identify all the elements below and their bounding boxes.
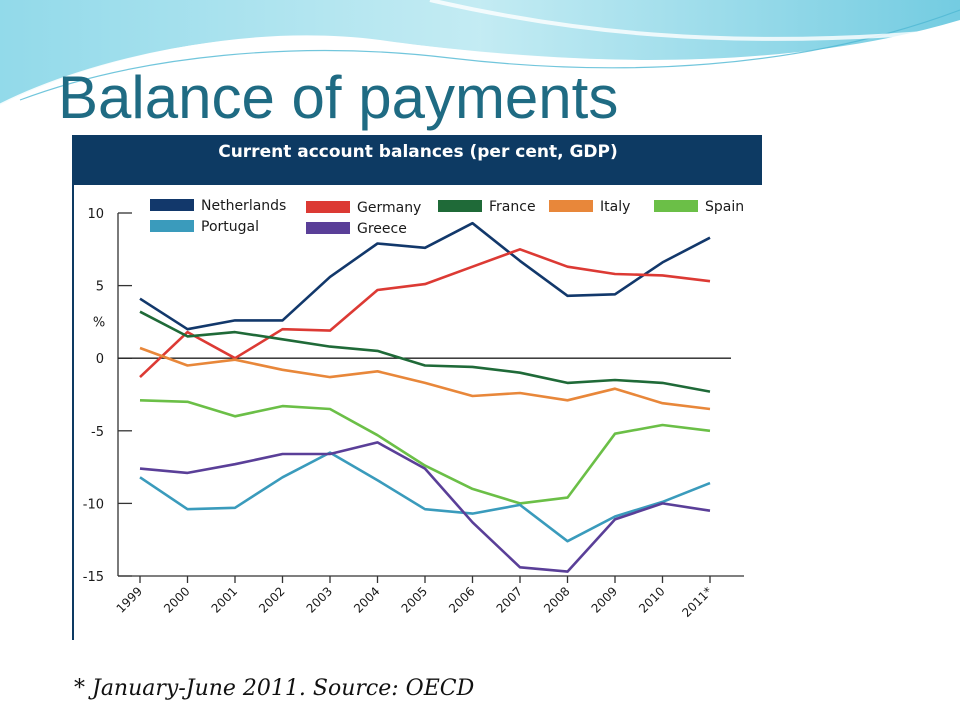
legend-label: Netherlands xyxy=(201,198,286,214)
chart-frame: Current account balances (per cent, GDP)… xyxy=(72,135,762,640)
x-tick-label: 2004 xyxy=(351,584,382,615)
x-tick-label: 2005 xyxy=(399,584,430,615)
series-line-france xyxy=(139,310,711,393)
x-tick-label: 2007 xyxy=(494,584,525,615)
x-tick-label: 2002 xyxy=(256,584,287,615)
x-tick-label: 2009 xyxy=(589,584,620,615)
x-tick-label: 2003 xyxy=(304,584,335,615)
legend-swatch xyxy=(150,220,194,232)
series-line-italy xyxy=(139,346,711,411)
footnote: * January-June 2011. Source: OECD xyxy=(74,676,475,701)
x-tick-label: 2008 xyxy=(541,584,572,615)
x-tick-label: 2006 xyxy=(446,584,477,615)
y-tick-label: 5 xyxy=(96,280,104,295)
x-tick-label: 2001 xyxy=(209,584,240,615)
series-line-portugal xyxy=(139,451,711,543)
series-line-netherlands xyxy=(139,221,711,331)
y-tick-label: -10 xyxy=(83,497,104,512)
series-line-spain xyxy=(139,399,711,505)
y-axis-label: % xyxy=(93,315,105,330)
series-line-germany xyxy=(139,248,711,379)
series-line-greece xyxy=(139,441,711,573)
x-tick-label: 2000 xyxy=(161,584,192,615)
chart-title: Current account balances (per cent, GDP) xyxy=(74,135,762,185)
legend-swatch xyxy=(654,200,698,212)
x-tick-label: 1999 xyxy=(114,584,145,615)
legend-label: Portugal xyxy=(201,219,259,235)
slide-header-swoosh xyxy=(0,0,960,107)
y-tick-label: -5 xyxy=(91,425,104,440)
legend-label: France xyxy=(489,199,536,215)
x-tick-label: 2011* xyxy=(679,584,715,620)
slide-title: Balance of payments xyxy=(58,64,619,131)
legend-label: Italy xyxy=(600,199,630,215)
legend-swatch xyxy=(549,200,593,212)
legend-swatch xyxy=(150,199,194,211)
y-tick-label: 10 xyxy=(87,207,104,222)
y-tick-label: -15 xyxy=(83,570,104,585)
legend-swatch xyxy=(306,222,350,234)
legend-swatch xyxy=(438,200,482,212)
x-tick-label: 2010 xyxy=(636,584,667,615)
legend-swatch xyxy=(306,201,350,213)
legend-label: Spain xyxy=(705,199,744,215)
y-tick-label: 0 xyxy=(96,352,104,367)
legend-label: Germany xyxy=(357,200,421,216)
legend-label: Greece xyxy=(357,221,407,237)
line-chart: 10 5 0 -5 -10 -15% 1999 2000 2001 2002 2003 2004 200… xyxy=(83,198,744,620)
